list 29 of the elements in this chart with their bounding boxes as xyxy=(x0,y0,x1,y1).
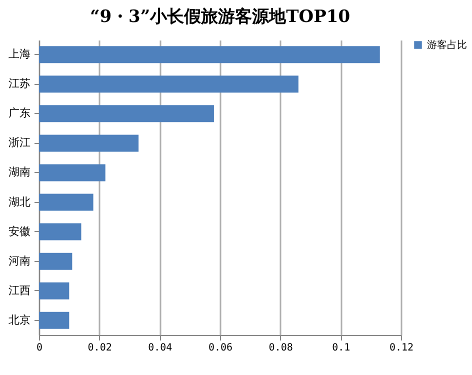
bar xyxy=(39,46,380,64)
y-tick-label: 江苏 xyxy=(8,77,30,90)
bar xyxy=(39,134,139,152)
bar xyxy=(39,105,214,122)
x-tick-label: 0.1 xyxy=(332,342,350,354)
x-tick-label: 0 xyxy=(36,342,43,354)
y-tick-label: 湖北 xyxy=(8,195,30,208)
bar xyxy=(39,282,70,300)
y-tick-label: 北京 xyxy=(8,313,30,326)
y-tick-label: 江西 xyxy=(8,284,30,297)
bar xyxy=(39,194,94,211)
bar xyxy=(39,312,70,329)
x-tick-label: 0.06 xyxy=(208,342,233,354)
y-tick-label: 河南 xyxy=(8,254,30,268)
y-tick-label: 安徽 xyxy=(8,224,30,238)
x-tick-label: 0.08 xyxy=(268,342,293,354)
bar xyxy=(39,76,298,93)
x-tick-label: 0.12 xyxy=(389,342,414,354)
chart-title: “9・3”小长假旅游客源地TOP10 xyxy=(90,7,350,27)
x-tick-label: 0.04 xyxy=(148,342,172,354)
y-tick-label: 浙江 xyxy=(8,136,30,150)
x-tick-label: 0.02 xyxy=(88,342,112,354)
y-tick-label: 上海 xyxy=(8,48,30,61)
legend-label: 游客占比 xyxy=(427,39,467,51)
y-tick-label: 广东 xyxy=(8,106,30,120)
bar xyxy=(39,252,72,270)
bar xyxy=(39,223,82,240)
bar xyxy=(39,164,106,182)
y-tick-label: 湖南 xyxy=(8,166,30,179)
